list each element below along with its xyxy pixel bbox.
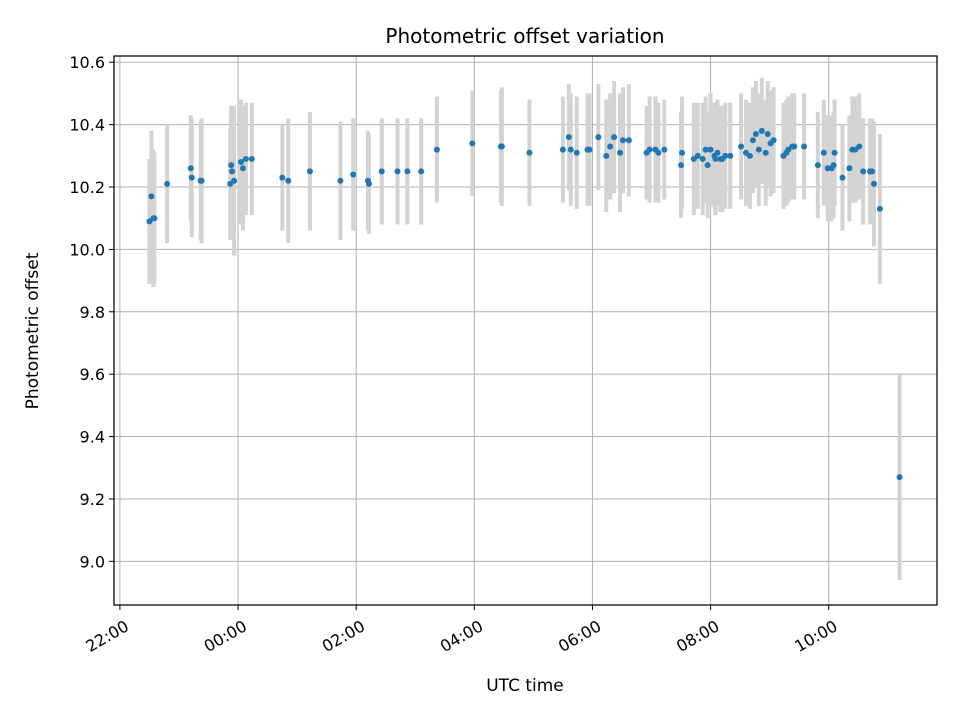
data-point — [869, 168, 876, 175]
data-point — [749, 137, 756, 144]
data-points — [146, 127, 903, 481]
data-point — [573, 149, 580, 156]
data-point — [746, 152, 753, 159]
y-tick-label: 9.6 — [80, 365, 105, 384]
y-tick-label: 10.6 — [69, 53, 105, 72]
data-point — [699, 155, 706, 162]
data-point — [586, 146, 593, 153]
data-point — [856, 143, 863, 150]
data-point — [702, 146, 709, 153]
data-point — [242, 155, 249, 162]
data-point — [404, 168, 411, 175]
data-point — [231, 177, 238, 184]
data-point — [239, 165, 246, 172]
data-point — [619, 137, 626, 144]
data-point — [839, 174, 846, 181]
data-point — [229, 168, 236, 175]
y-tick-label: 10.0 — [69, 240, 105, 259]
data-point — [188, 174, 195, 181]
data-point — [678, 162, 685, 169]
data-point — [151, 215, 158, 222]
data-point — [770, 137, 777, 144]
data-point — [228, 162, 235, 169]
data-point — [148, 193, 155, 200]
data-point — [248, 155, 255, 162]
data-point — [526, 149, 533, 156]
y-axis-label: Photometric offset — [23, 252, 43, 409]
data-point — [433, 146, 440, 153]
data-point — [337, 177, 344, 184]
data-point — [198, 177, 205, 184]
data-point — [820, 149, 827, 156]
data-point — [762, 149, 769, 156]
data-point — [707, 146, 714, 153]
data-point — [625, 137, 632, 144]
data-point — [469, 140, 476, 147]
data-point — [801, 143, 808, 150]
data-point — [758, 127, 765, 134]
y-ticks: 9.0 9.2 9.4 9.6 9.8 10.0 10.2 10.4 10.6 — [69, 53, 114, 571]
data-point — [611, 134, 618, 141]
data-point — [661, 146, 668, 153]
data-point — [738, 143, 745, 150]
data-point — [394, 168, 401, 175]
data-point — [285, 177, 292, 184]
data-point — [679, 149, 686, 156]
data-point — [791, 143, 798, 150]
data-point — [595, 134, 602, 141]
data-point — [365, 180, 372, 187]
data-point — [712, 155, 719, 162]
y-tick-label: 9.0 — [80, 552, 105, 571]
data-point — [814, 162, 821, 169]
data-point — [350, 171, 357, 178]
data-point — [870, 180, 877, 187]
data-point — [764, 130, 771, 137]
data-point — [498, 143, 505, 150]
y-tick-label: 9.2 — [80, 490, 105, 509]
data-point — [603, 152, 610, 159]
data-point — [704, 162, 711, 169]
data-point — [830, 162, 837, 169]
data-point — [418, 168, 425, 175]
data-point — [279, 174, 286, 181]
plot-frame — [113, 55, 938, 606]
y-tick-label: 9.4 — [80, 428, 105, 447]
y-tick-label: 9.8 — [80, 303, 105, 322]
data-point — [565, 134, 572, 141]
data-point — [237, 159, 244, 166]
data-point — [567, 146, 574, 153]
data-point — [617, 149, 624, 156]
data-point — [714, 149, 721, 156]
data-point — [896, 474, 903, 481]
data-point — [694, 152, 701, 159]
data-point — [378, 168, 385, 175]
x-axis-label: UTC time — [486, 676, 564, 696]
data-point — [187, 165, 194, 172]
chart-title: Photometric offset variation — [385, 24, 664, 48]
data-point — [306, 168, 313, 175]
data-point — [164, 180, 171, 187]
data-point — [876, 205, 883, 212]
data-point — [831, 149, 838, 156]
data-point — [607, 143, 614, 150]
data-point — [860, 168, 867, 175]
data-point — [752, 130, 759, 137]
data-point — [846, 165, 853, 172]
data-point — [722, 152, 729, 159]
y-tick-label: 10.4 — [69, 116, 105, 135]
data-point — [727, 152, 734, 159]
data-point — [559, 146, 566, 153]
data-point — [755, 146, 762, 153]
data-point — [646, 146, 653, 153]
data-point — [655, 149, 662, 156]
y-tick-label: 10.2 — [69, 178, 105, 197]
